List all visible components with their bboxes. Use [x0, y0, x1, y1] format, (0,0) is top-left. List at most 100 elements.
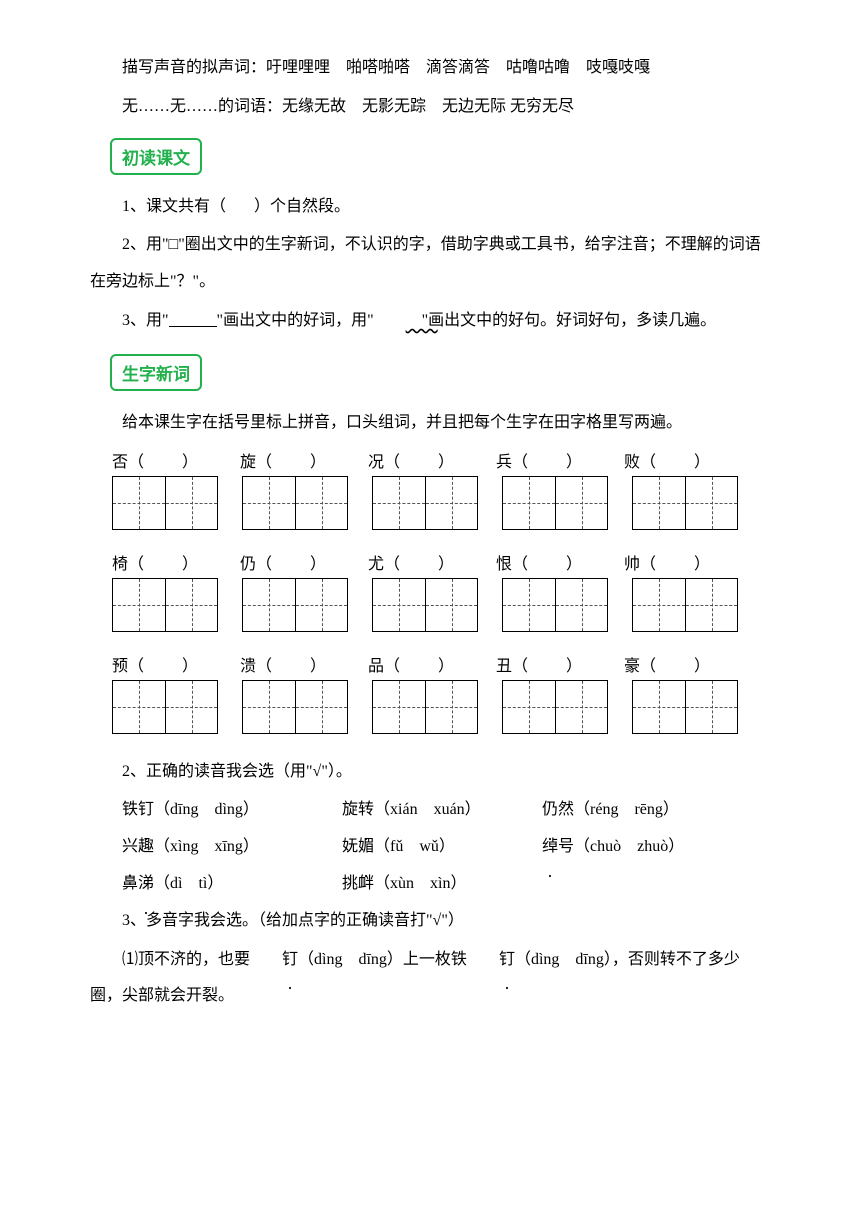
- tian-grid-cell: [503, 477, 555, 529]
- char-paren: （ ）: [384, 454, 456, 471]
- tian-grid-pair: [502, 578, 608, 632]
- char-label: 豪: [624, 658, 640, 675]
- pinyin-item: 旋转（xián xuán）: [342, 792, 542, 829]
- q3-1b: （dìng dīng）上一枚铁: [298, 951, 467, 968]
- tian-grid-cell: [555, 477, 607, 529]
- dotted-char: 涕: [138, 866, 154, 903]
- char-item: 尤（ ）: [368, 550, 496, 574]
- dotted-char-ding2: 钉: [467, 942, 515, 979]
- char-paren: （ ）: [128, 556, 200, 573]
- underline-wavy-icon: [374, 305, 422, 342]
- tian-grid-row: [112, 476, 770, 530]
- tian-grid-cell: [295, 477, 347, 529]
- reading-q3: 3、用" "画出文中的好词，用" "画出文中的好句。好词好句，多读几遍。: [90, 303, 770, 342]
- tian-grid-cell: [633, 579, 685, 631]
- pinyin-q2-title: 2、正确的读音我会选（用"√"）。: [90, 754, 770, 791]
- char-label: 旋: [240, 454, 256, 471]
- tian-grid-cell: [295, 681, 347, 733]
- dotted-char-ding1: 钉: [250, 942, 298, 979]
- dotted-char: 媚: [358, 829, 374, 866]
- char-label: 仍: [240, 556, 256, 573]
- tian-grid-pair: [372, 476, 478, 530]
- char-paren: （ ）: [384, 658, 456, 675]
- char-paren: （ ）: [640, 454, 712, 471]
- char-paren: （ ）: [128, 454, 200, 471]
- pinyin-row: 铁钉（dīng dìng）旋转（xián xuán）仍然（réng rēng）: [90, 792, 770, 829]
- char-item: 椅（ ）: [112, 550, 240, 574]
- tian-grid-pair: [112, 578, 218, 632]
- char-label: 尤: [368, 556, 384, 573]
- tian-grid-cell: [165, 681, 217, 733]
- tian-grid-cell: [685, 477, 737, 529]
- tian-grid-cell: [425, 681, 477, 733]
- tian-grid-cell: [295, 579, 347, 631]
- pinyin-row: 兴趣（xìng xīng）妩媚（fǔ wǔ）绰号（chuò zhuò）: [90, 829, 770, 866]
- tian-grid-row: [112, 578, 770, 632]
- tian-grid-cell: [633, 477, 685, 529]
- char-item: 否（ ）: [112, 448, 240, 472]
- char-label-row: 否（ ）旋（ ）况（ ）兵（ ）败（ ）: [112, 448, 770, 472]
- tian-grid-cell: [243, 477, 295, 529]
- pinyin-item: 兴趣（xìng xīng）: [122, 829, 342, 866]
- char-paren: （ ）: [256, 454, 328, 471]
- tian-grid-row: [112, 680, 770, 734]
- tian-grid-cell: [165, 477, 217, 529]
- tian-grid-pair: [632, 476, 738, 530]
- char-label: 恨: [496, 556, 512, 573]
- tian-grid-cell: [555, 681, 607, 733]
- tian-grid-cell: [503, 579, 555, 631]
- tian-grid-cell: [243, 681, 295, 733]
- dotted-char: 兴: [122, 829, 138, 866]
- tian-grid-pair: [372, 680, 478, 734]
- tian-grid-pair: [112, 476, 218, 530]
- intro-1-words: 吁哩哩哩 啪嗒啪嗒 滴答滴答 咕噜咕噜 吱嘎吱嘎: [266, 59, 650, 76]
- tian-grid-cell: [633, 681, 685, 733]
- char-item: 预（ ）: [112, 652, 240, 676]
- char-paren: （ ）: [640, 658, 712, 675]
- intro-2-words: 无缘无故 无影无踪 无边无际 无穷无尽: [282, 98, 574, 115]
- tian-grid-cell: [165, 579, 217, 631]
- char-paren: （ ）: [256, 556, 328, 573]
- tian-grid-pair: [242, 680, 348, 734]
- tian-grid-cell: [373, 477, 425, 529]
- char-label-row: 椅（ ）仍（ ）尤（ ）恨（ ）帅（ ）: [112, 550, 770, 574]
- char-item: 恨（ ）: [496, 550, 624, 574]
- intro-line-1: 描写声音的拟声词：吁哩哩哩 啪嗒啪嗒 滴答滴答 咕噜咕噜 吱嘎吱嘎: [90, 50, 770, 87]
- char-paren: （ ）: [512, 658, 584, 675]
- tian-grid-cell: [685, 579, 737, 631]
- char-label: 丑: [496, 658, 512, 675]
- tian-grid-pair: [242, 476, 348, 530]
- char-paren: （ ）: [512, 454, 584, 471]
- char-label: 兵: [496, 454, 512, 471]
- intro-1-prefix: 描写声音的拟声词：: [122, 59, 266, 76]
- char-label: 否: [112, 454, 128, 471]
- tian-grid-pair: [632, 578, 738, 632]
- char-item: 况（ ）: [368, 448, 496, 472]
- pinyin-item: 绰号（chuò zhuò）: [542, 829, 684, 866]
- intro-line-2: 无……无……的词语：无缘无故 无影无踪 无边无际 无穷无尽: [90, 89, 770, 126]
- char-item: 兵（ ）: [496, 448, 624, 472]
- char-item: 豪（ ）: [624, 652, 752, 676]
- q1-after: ）个自然段。: [254, 198, 350, 215]
- pinyin-item: 铁钉（dīng dìng）: [122, 792, 342, 829]
- tian-grid-cell: [373, 681, 425, 733]
- char-item: 溃（ ）: [240, 652, 368, 676]
- char-item: 败（ ）: [624, 448, 752, 472]
- q3-a: 3、用": [122, 312, 169, 329]
- tian-grid-cell: [113, 681, 165, 733]
- q3-b: "画出文中的好词，用": [217, 312, 374, 329]
- char-item: 丑（ ）: [496, 652, 624, 676]
- pinyin-row: 鼻涕（dì tì）挑衅（xùn xìn）: [90, 866, 770, 903]
- char-label: 败: [624, 454, 640, 471]
- char-paren: （ ）: [128, 658, 200, 675]
- underline-solid-icon: [169, 326, 217, 327]
- dotted-char: 钉: [138, 792, 154, 829]
- pinyin-q3-title: 3、多音字我会选。（给加点字的正确读音打"√"）: [90, 903, 770, 940]
- tian-grid-pair: [632, 680, 738, 734]
- char-label: 帅: [624, 556, 640, 573]
- character-practice-area: 否（ ）旋（ ）况（ ）兵（ ）败（ ）椅（ ）仍（ ）尤（ ）恨（ ）帅（ ）…: [90, 448, 770, 734]
- char-label: 椅: [112, 556, 128, 573]
- q3-c: "画出文中的好句。好词好句，多读几遍。: [422, 312, 717, 329]
- char-label: 预: [112, 658, 128, 675]
- reading-q2: 2、用"□"圈出文中的生字新词，不认识的字，借助字典或工具书，给字注音；不理解的…: [90, 227, 770, 301]
